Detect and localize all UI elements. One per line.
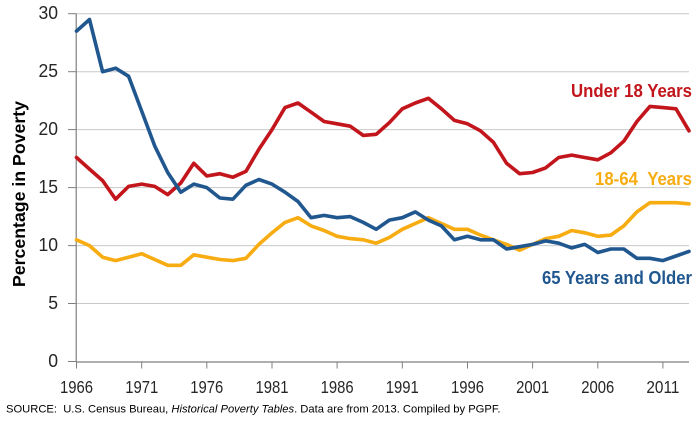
svg-text:Under 18 Years: Under 18 Years xyxy=(571,81,692,101)
svg-text:1976: 1976 xyxy=(190,377,223,397)
svg-text:1981: 1981 xyxy=(256,377,289,397)
svg-text:1966: 1966 xyxy=(60,377,93,397)
svg-text:2006: 2006 xyxy=(581,377,614,397)
svg-text:1986: 1986 xyxy=(321,377,354,397)
svg-text:25: 25 xyxy=(39,61,59,82)
svg-text:10: 10 xyxy=(39,235,59,256)
svg-text:1971: 1971 xyxy=(125,377,158,397)
svg-text:0: 0 xyxy=(48,351,58,372)
svg-text:20: 20 xyxy=(39,119,59,140)
svg-text:2011: 2011 xyxy=(646,377,679,397)
svg-text:2001: 2001 xyxy=(516,377,549,397)
svg-text:Percentage in Poverty: Percentage in Poverty xyxy=(9,101,29,287)
svg-text:SOURCE: U.S. Census Bureau, H: SOURCE: U.S. Census Bureau, Historical P… xyxy=(6,404,501,416)
svg-text:1991: 1991 xyxy=(386,377,419,397)
svg-text:18-64 Years: 18-64 Years xyxy=(595,169,692,189)
svg-text:30: 30 xyxy=(39,3,59,24)
svg-text:65 Years and Older: 65 Years and Older xyxy=(542,267,692,288)
svg-text:5: 5 xyxy=(48,293,58,314)
svg-text:1996: 1996 xyxy=(451,377,484,397)
svg-text:15: 15 xyxy=(39,177,59,198)
